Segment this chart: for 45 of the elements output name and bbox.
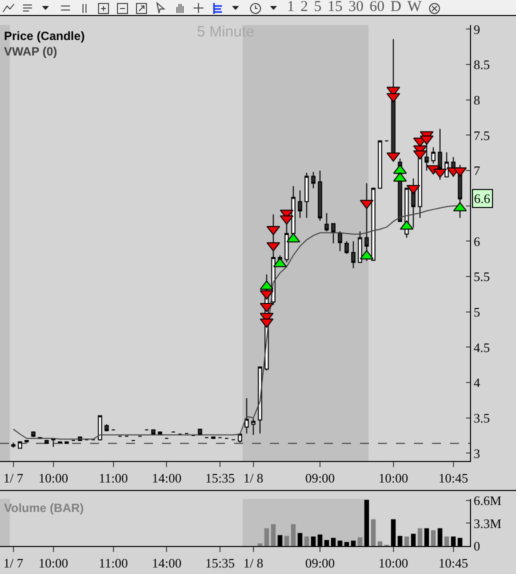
x-tick-label: 1/ 8 (243, 556, 264, 571)
y-tick-label: 3.3M (474, 516, 502, 531)
y-tick-label: 5.5 (474, 269, 490, 284)
x-tick-label: 10:00 (38, 470, 68, 486)
x-tick-label: 10:45 (438, 470, 468, 486)
y-tick-label: 8 (474, 92, 480, 108)
x-tick-label: 15:35 (205, 470, 235, 486)
y-tick-label: 5 (474, 304, 480, 320)
y-tick-label: 4 (474, 375, 481, 390)
text: 1 (287, 0, 294, 15)
x-tick-label: 09:00 (305, 470, 335, 486)
x-tick-label: 14:00 (152, 556, 182, 571)
x-tick-label: 14:00 (152, 470, 182, 486)
text: Volume (BAR) (4, 501, 84, 515)
y-tick-label: 9 (474, 22, 480, 37)
text: Price (Candle) (4, 29, 85, 43)
x-tick-label: 15:35 (205, 556, 235, 571)
x-tick-label: 11:00 (98, 470, 128, 486)
x-tick-label: 1/ 8 (243, 470, 264, 486)
y-tick-label: 0 (474, 538, 480, 554)
y-tick-label: 7 (474, 163, 481, 178)
text: 2 (300, 0, 308, 15)
x-tick-label: 10:00 (38, 556, 68, 571)
text: 5 (314, 0, 322, 15)
y-tick-label: 3.5 (474, 410, 490, 426)
x-tick-label: 09:00 (305, 556, 335, 571)
y-tick-label: 7.5 (474, 128, 490, 143)
text: D (390, 0, 402, 15)
text: 60 (370, 0, 384, 15)
y-tick-label: 3 (474, 446, 480, 461)
x-tick-label: 1/ 7 (3, 470, 24, 486)
text: W (407, 0, 422, 15)
annotation: 6.6 (474, 191, 491, 206)
text: 30 (348, 0, 364, 15)
x-tick-label: 11:00 (98, 556, 128, 571)
y-tick-label: 6.6M (474, 492, 502, 508)
y-tick-label: 4.5 (474, 340, 490, 355)
text: 15 (328, 0, 342, 15)
x-tick-label: 10:45 (438, 556, 468, 571)
text: VWAP (0) (4, 44, 58, 59)
x-tick-label: 1/ 7 (3, 556, 24, 571)
x-tick-label: 10:00 (378, 470, 408, 486)
x-tick-label: 10:00 (378, 556, 408, 571)
y-tick-label: 8.5 (474, 57, 490, 72)
y-tick-label: 6 (474, 234, 481, 249)
